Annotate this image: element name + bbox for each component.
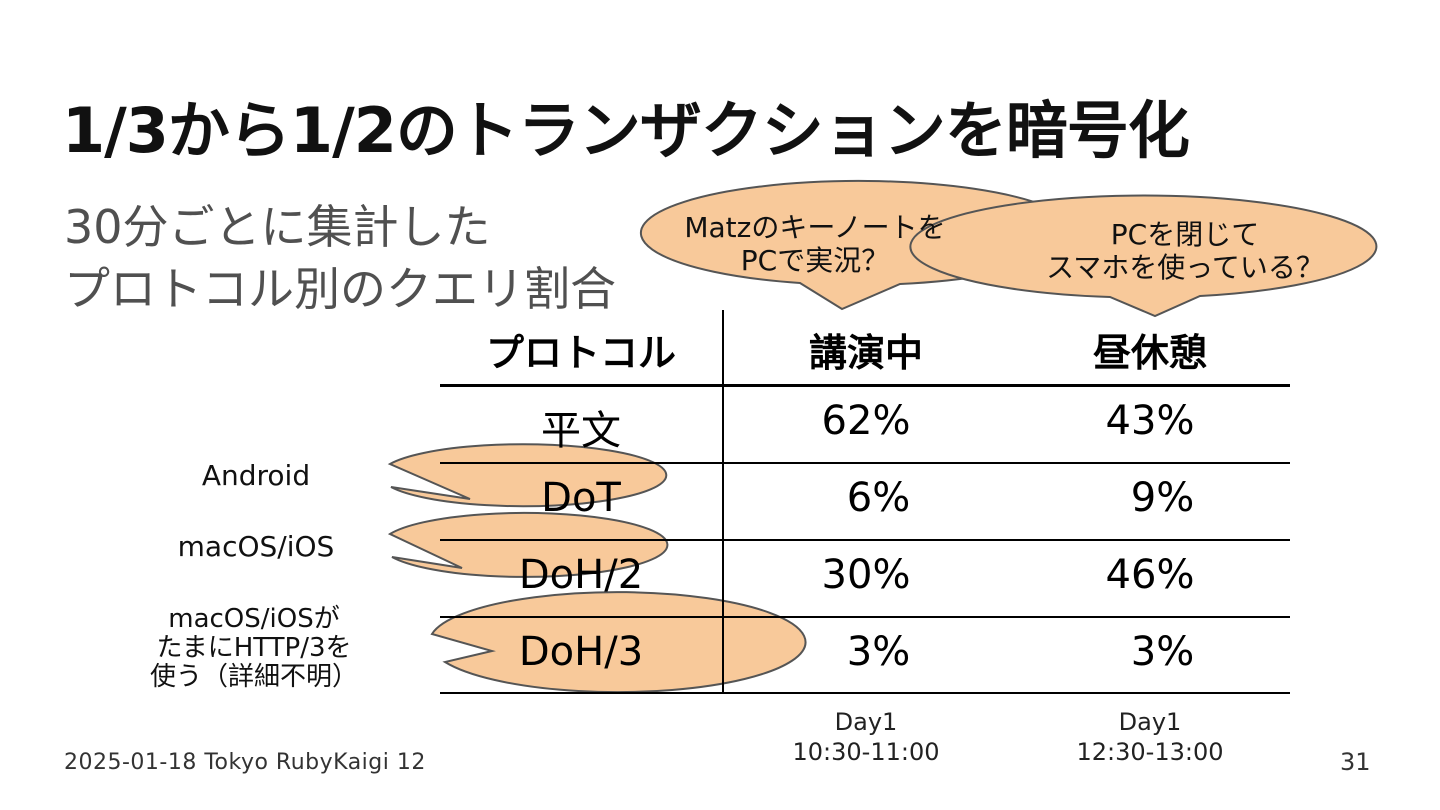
table-header-protocol: プロトコル (485, 331, 676, 375)
slide-footer: 2025-01-18 Tokyo RubyKaigi 12 (64, 750, 426, 775)
slide-subtitle: 30分ごとに集計した プロトコル別のクエリ割合 (64, 196, 616, 320)
table-header-rule (440, 384, 1290, 387)
table-header-talk: 講演中 (808, 331, 923, 375)
page-number: 31 (1340, 748, 1371, 776)
table-cell: 平文 (541, 408, 621, 454)
table-cell: 9% (1130, 475, 1195, 521)
table-row-rule (440, 539, 1290, 541)
column-note-lunch: Day1 12:30-13:00 (1076, 708, 1224, 766)
callout-android: Android (201, 459, 311, 492)
column-note-talk: Day1 10:30-11:00 (792, 708, 940, 766)
callout-pc: PCを閉じて スマホを使っている？ (1046, 218, 1324, 284)
table-cell: 43% (1105, 398, 1195, 444)
subtitle-line: 30分ごとに集計した (64, 200, 491, 254)
table-cell: 46% (1105, 552, 1195, 598)
table-header-lunch: 昼休憩 (1092, 331, 1207, 375)
table-column-divider (722, 310, 724, 694)
table-cell: 62% (821, 398, 911, 444)
table-row-rule (440, 692, 1290, 694)
table-cell: 3% (1130, 629, 1195, 675)
table-cell: DoT (541, 475, 621, 521)
slide-title: 1/3から1/2のトランザクションを暗号化 (62, 94, 1190, 167)
table-cell: DoH/2 (518, 552, 644, 598)
callout-macos: macOS/iOS (177, 530, 335, 563)
subtitle-line: プロトコル別のクエリ割合 (64, 262, 616, 316)
table-cell: 30% (821, 552, 911, 598)
callout-android-shape (387, 443, 668, 508)
table-row-rule (440, 616, 1290, 618)
table-cell: DoH/3 (518, 629, 644, 675)
table-cell: 6% (846, 475, 911, 521)
callout-macos-http3: macOS/iOSが たまにHTTP/3を 使う（詳細不明） (149, 604, 358, 692)
callout-macos-shape (387, 511, 669, 578)
table-row-rule (440, 462, 1290, 464)
callout-matz: Matzのキーノートを PCで実況？ (684, 211, 946, 277)
table-cell: 3% (846, 629, 911, 675)
callout-pc-shape (909, 194, 1378, 318)
